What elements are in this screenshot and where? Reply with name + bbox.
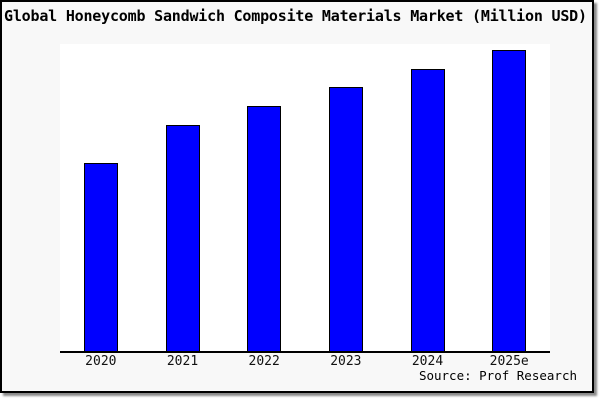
bar-2025e <box>492 50 527 351</box>
x-tick-label-2020: 2020 <box>85 354 117 369</box>
x-tick-label-2022: 2022 <box>248 354 280 369</box>
bars-container <box>60 44 550 351</box>
bar-2021 <box>165 125 200 351</box>
x-tick-label-2025e: 2025e <box>489 354 529 369</box>
chart-title: Global Honeycomb Sandwich Composite Mate… <box>4 7 587 25</box>
bar-slot-2025e <box>468 44 550 351</box>
bar-2022 <box>247 106 282 351</box>
x-axis-tick-labels: 2020 2021 2022 2023 2024 2025e <box>60 354 550 369</box>
x-tick-label-2021: 2021 <box>166 354 199 369</box>
bar-slot-2024 <box>387 44 469 351</box>
chart-card: Global Honeycomb Sandwich Composite Mate… <box>0 0 594 393</box>
x-tick-label-2023: 2023 <box>330 354 362 369</box>
bar-2020 <box>83 163 118 351</box>
bar-2023 <box>328 86 363 351</box>
bar-slot-2021 <box>142 44 224 351</box>
x-tick-label-2024: 2024 <box>411 354 444 369</box>
source-label: Source: Prof Research <box>418 368 577 383</box>
bar-slot-2022 <box>223 44 305 351</box>
bar-slot-2023 <box>305 44 387 351</box>
bar-2024 <box>410 68 445 351</box>
plot-area <box>60 44 550 353</box>
bar-slot-2020 <box>60 44 142 351</box>
